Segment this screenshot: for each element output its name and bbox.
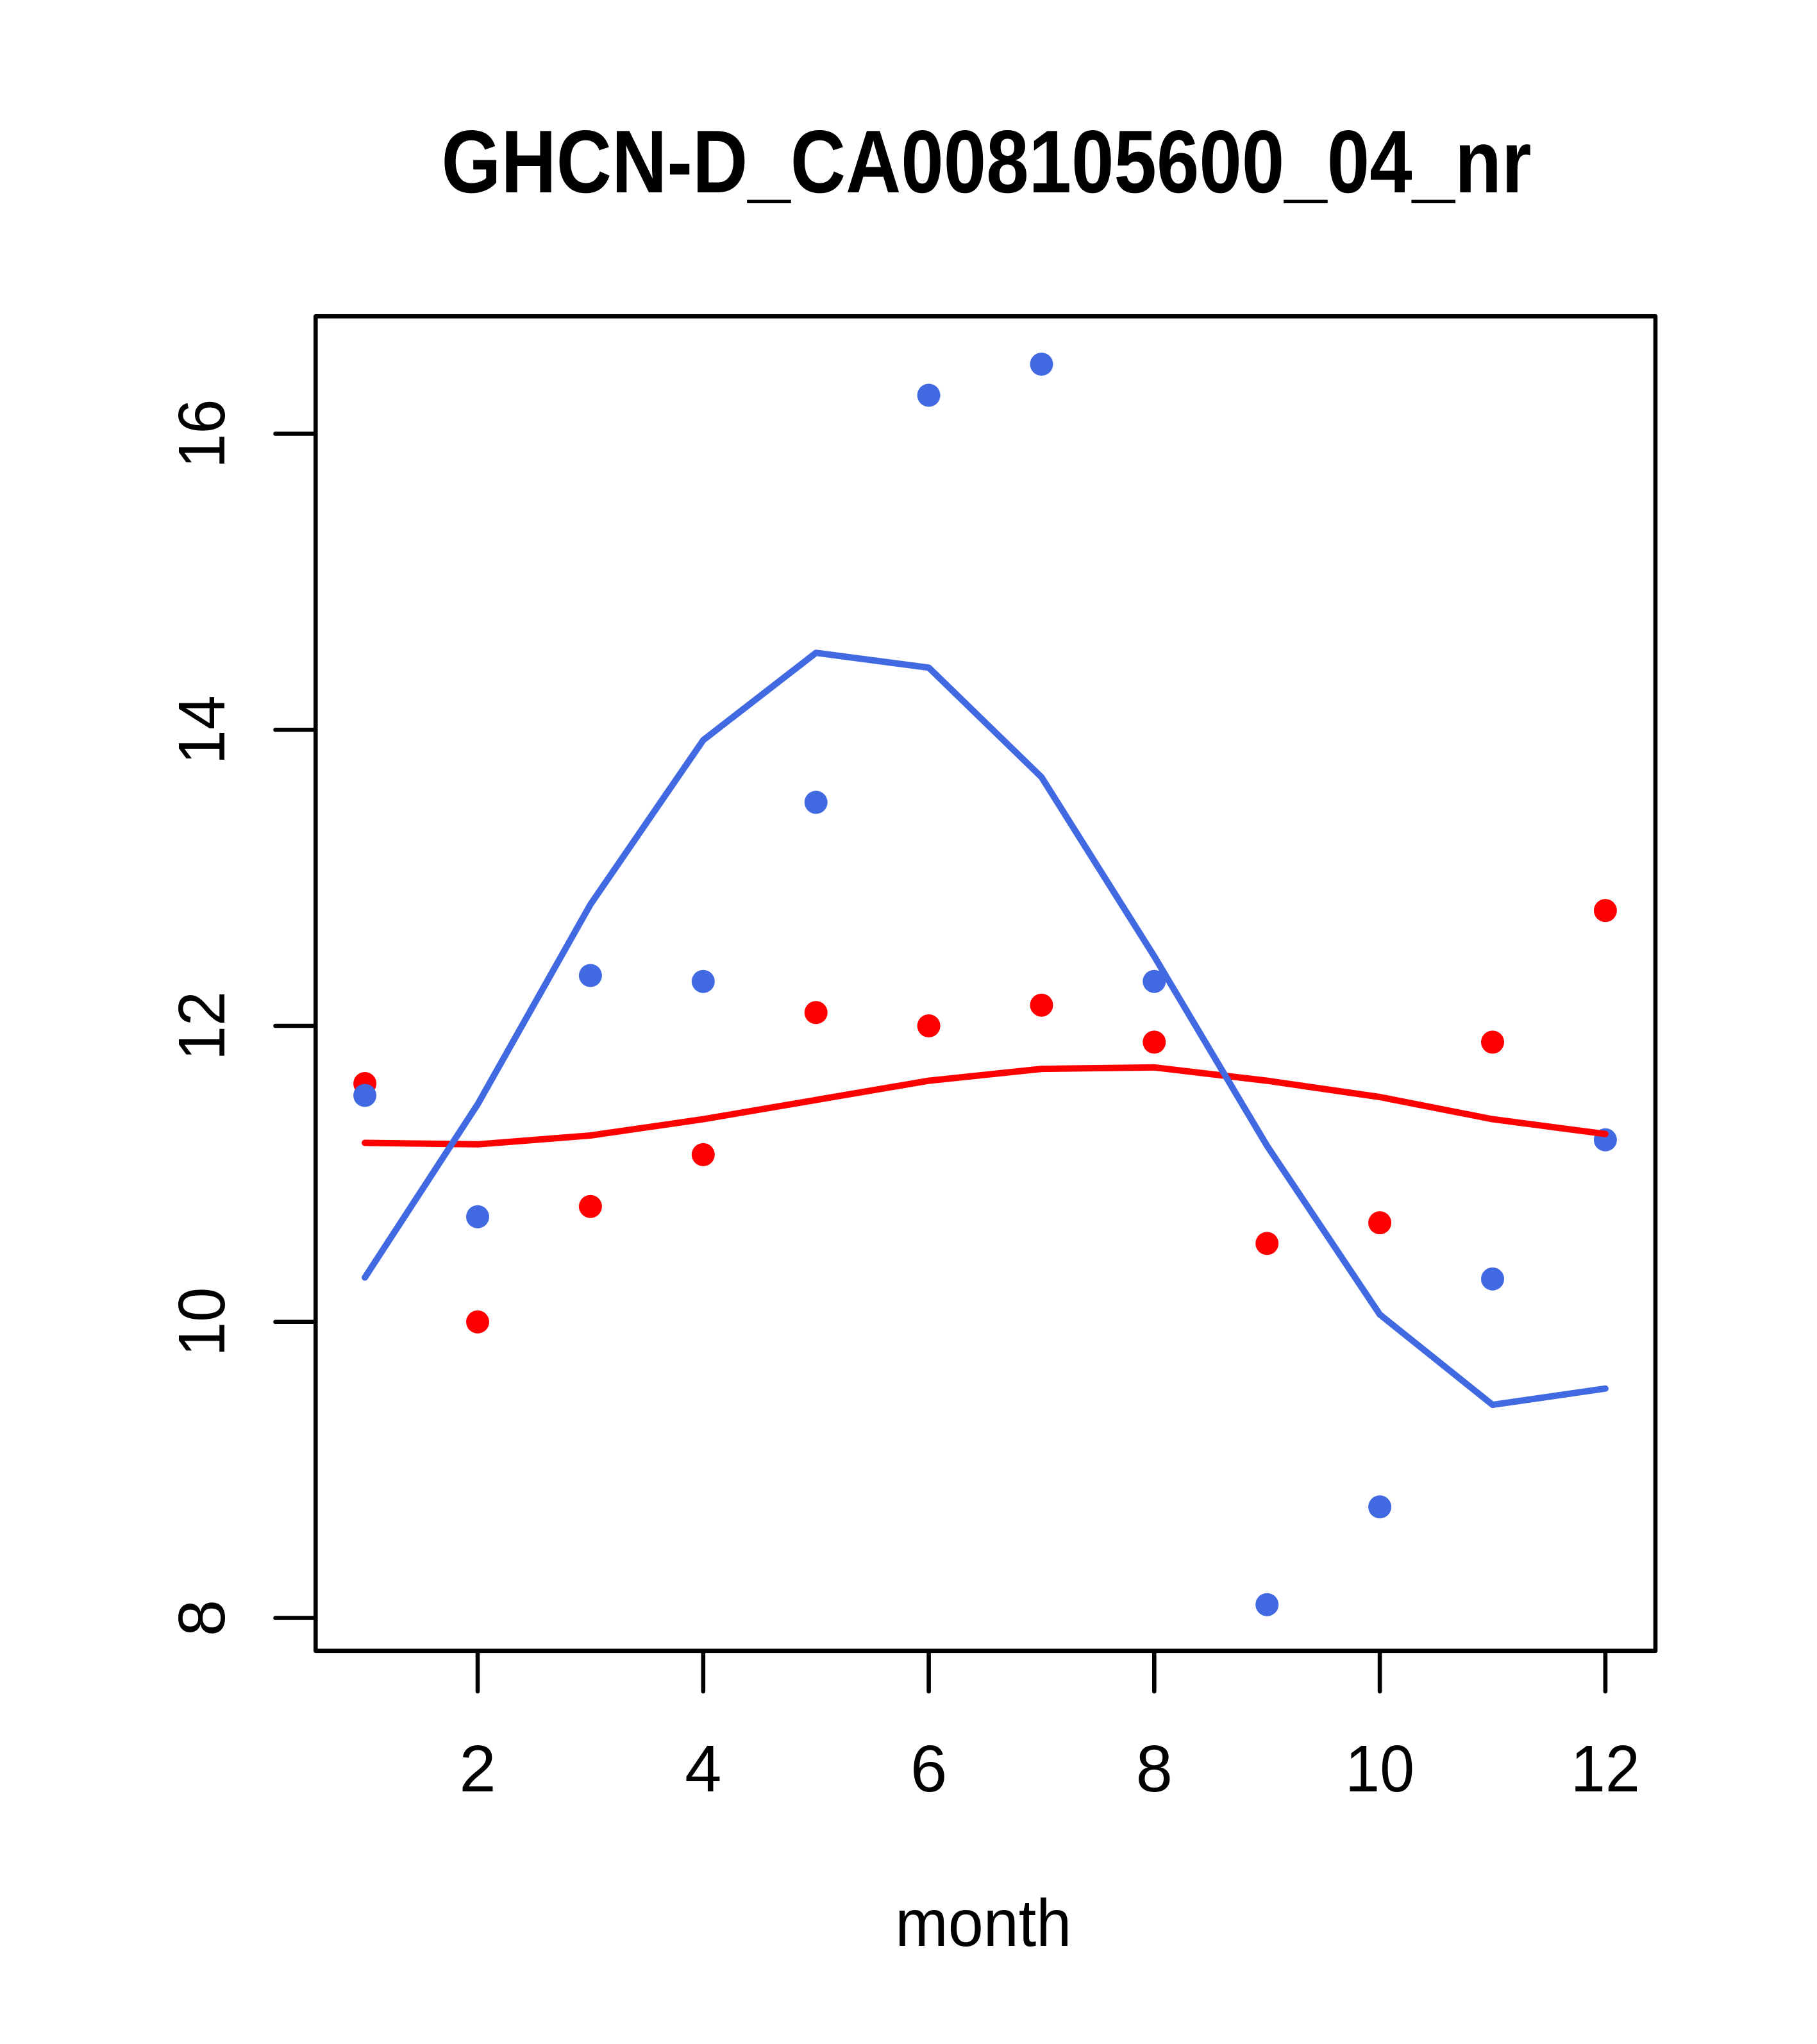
svg-text:month: month: [895, 1886, 1071, 1961]
svg-text:10: 10: [1345, 1732, 1414, 1805]
svg-text:6: 6: [910, 1732, 947, 1805]
svg-text:4: 4: [685, 1732, 721, 1805]
svg-text:GHCN-D_CA008105600_04_nr: GHCN-D_CA008105600_04_nr: [442, 112, 1532, 212]
svg-text:8: 8: [1136, 1732, 1173, 1805]
svg-text:16: 16: [165, 399, 239, 469]
svg-text:12: 12: [1571, 1732, 1640, 1805]
svg-text:12: 12: [165, 991, 239, 1060]
svg-text:2: 2: [459, 1732, 496, 1805]
svg-text:14: 14: [165, 695, 239, 764]
svg-text:10: 10: [165, 1287, 239, 1357]
svg-text:8: 8: [165, 1600, 239, 1636]
